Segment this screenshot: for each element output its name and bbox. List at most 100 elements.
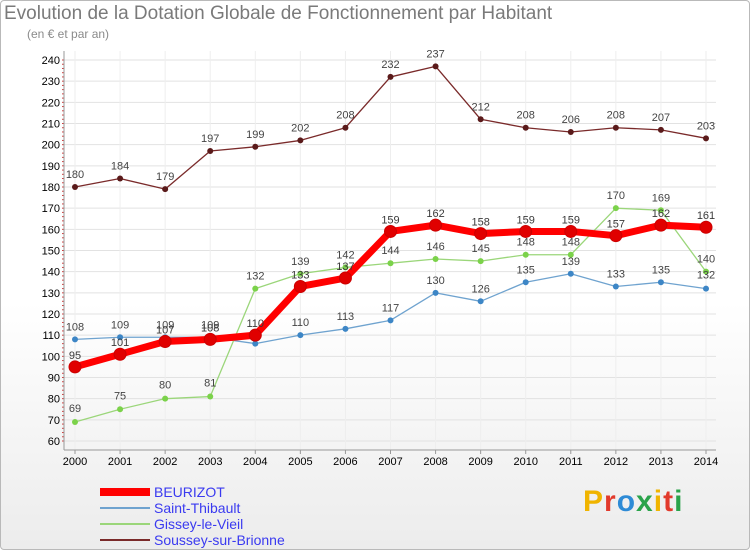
data-point [477,258,484,265]
data-point [564,224,578,238]
x-axis-ticks: 2000 2001 2002 2003 2004 2005 2006 2007 2008 2009… [63,456,718,468]
y-tick-label: 180 [42,182,60,194]
data-label: 179 [156,171,174,183]
y-tick-label: 220 [42,97,60,109]
y-tick-label: 70 [48,415,60,427]
data-label: 159 [381,214,399,226]
data-label: 142 [336,249,354,261]
proxiti-logo: Proxiti [583,485,683,519]
data-point [342,264,349,271]
data-point [612,283,619,290]
data-point [384,224,397,238]
y-tick-label: 80 [48,394,60,406]
y-tick-label: 210 [42,119,60,131]
data-label: 184 [111,161,129,173]
logo-letter: i [674,485,684,518]
legend: BEURIZOTSaint-ThibaultGissey-le-VieilSou… [100,484,285,548]
data-label: 206 [562,114,580,126]
y-tick-label: 120 [42,309,60,321]
data-label: 132 [697,270,715,282]
data-point [432,289,439,296]
y-tick-label: 90 [48,373,60,385]
data-point [297,270,304,277]
data-label: 158 [471,217,489,229]
y-tick-label: 110 [42,330,60,342]
data-label: 135 [652,264,670,276]
data-label: 203 [697,120,715,132]
data-point [522,279,529,286]
y-tick-label: 160 [42,224,60,236]
axes [62,51,716,454]
data-point [612,124,619,131]
data-label: 69 [69,403,81,415]
data-point [387,317,394,324]
logo-letter: i [653,485,664,518]
x-tick-label: 2005 [288,456,312,468]
data-point [432,63,439,70]
legend-label: Soussey-sur-Brionne [154,532,285,548]
legend-label: BEURIZOT [154,484,225,500]
x-tick-label: 2010 [513,456,537,468]
data-label: 135 [517,264,535,276]
logo-letter: t [663,485,675,518]
x-tick-label: 2003 [198,456,222,468]
data-label: 208 [517,110,535,122]
data-label: 130 [426,275,444,287]
data-point [72,418,78,425]
data-label: 232 [381,59,399,71]
data-point [474,227,488,241]
logo-letter: x [636,485,654,518]
logo-letter: r [604,485,617,518]
data-point [117,175,124,182]
data-label: 133 [607,268,625,280]
data-label: 161 [697,210,715,222]
x-tick-label: 2009 [468,456,492,468]
data-labels: 180 184 179 197 199 202 208 232 237 212 208 206 208 2… [66,48,715,415]
data-label: 80 [159,380,171,392]
data-label: 95 [69,350,81,362]
x-tick-label: 2002 [153,456,177,468]
data-label: 197 [201,133,219,145]
x-tick-label: 2006 [333,456,357,468]
data-point [293,279,307,293]
data-label: 117 [382,302,400,314]
data-label: 144 [381,245,399,257]
y-tick-label: 150 [42,246,60,258]
y-tick-label: 200 [42,140,60,152]
data-point [522,251,529,258]
data-point [117,406,124,413]
data-point [699,220,713,234]
series-group [68,63,713,425]
data-point [703,285,709,292]
data-point [252,340,259,347]
data-label: 202 [291,122,309,134]
data-point [657,126,664,133]
data-label: 101 [111,337,129,349]
data-label: 208 [607,110,625,122]
data-label: 75 [114,390,126,402]
data-point [297,137,304,144]
data-label: 159 [562,214,580,226]
data-point [387,73,394,80]
grid-lines [64,51,716,450]
x-tick-label: 2014 [694,456,718,468]
data-label: 109 [156,319,174,331]
y-axis-ticks: 60 70 80 90 100 110 120 130 140 150 160 170 180 190 20… [42,55,60,448]
data-point [654,218,668,232]
data-label: 81 [204,378,216,390]
chart-subtitle: (en € et par an) [27,27,110,41]
chart-title: Evolution de la Dotation Globale de Fonc… [4,3,553,24]
data-label: 139 [562,256,580,268]
data-label: 212 [471,101,489,113]
y-tick-label: 100 [42,351,60,363]
data-label: 208 [336,110,354,122]
data-point [117,334,124,341]
data-label: 145 [471,243,489,255]
x-tick-label: 2011 [559,456,583,468]
data-label: 159 [517,214,535,226]
data-label: 170 [607,190,625,202]
data-label: 148 [517,237,535,249]
x-tick-label: 2004 [243,456,267,468]
data-label: 199 [246,129,264,141]
data-point [113,347,127,361]
